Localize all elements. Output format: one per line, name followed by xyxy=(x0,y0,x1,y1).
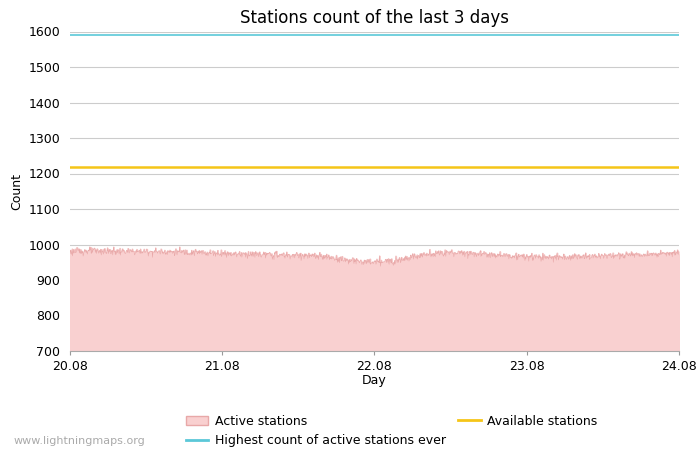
Title: Stations count of the last 3 days: Stations count of the last 3 days xyxy=(240,9,509,27)
Y-axis label: Count: Count xyxy=(10,173,23,210)
Legend: Active stations, Highest count of active stations ever, Available stations: Active stations, Highest count of active… xyxy=(186,415,597,447)
X-axis label: Day: Day xyxy=(362,374,387,387)
Text: www.lightningmaps.org: www.lightningmaps.org xyxy=(14,436,146,446)
